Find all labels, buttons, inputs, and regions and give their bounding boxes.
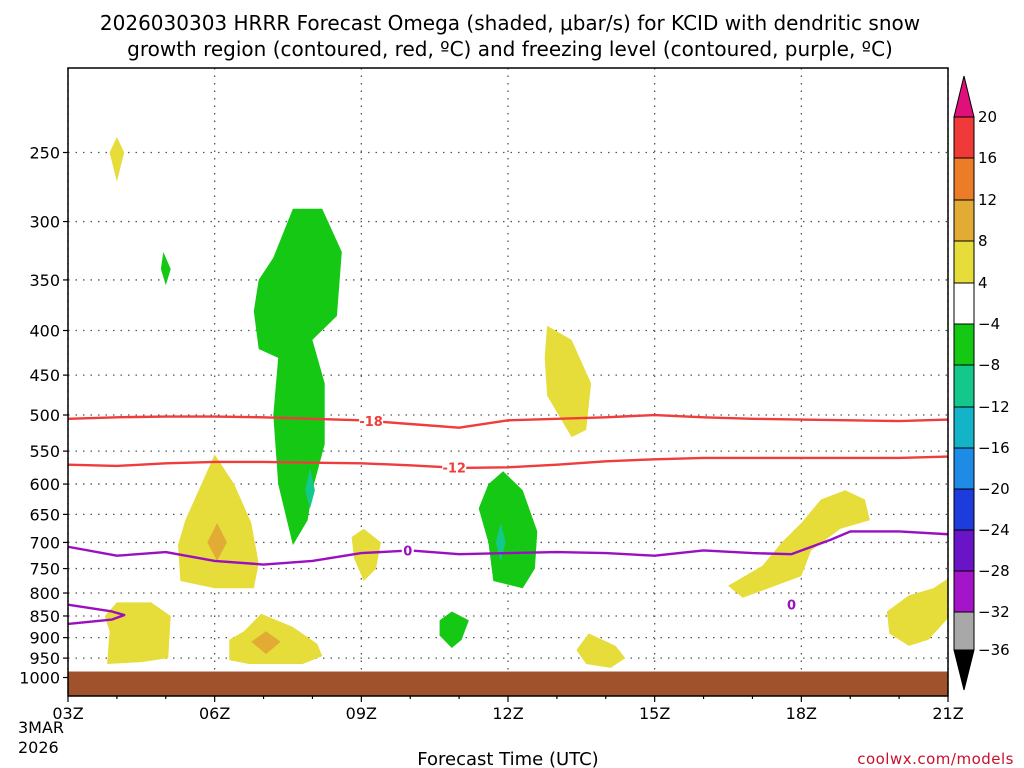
colorbar-swatch [953, 323, 975, 366]
dgz-temperature-contours: -18 -12 [67, 413, 949, 477]
time-tick-label: 15Z [639, 704, 670, 723]
colorbar-top-arrow [953, 75, 975, 118]
colorbar-level-label: −24 [978, 521, 1010, 539]
ground-below-surface [68, 671, 948, 696]
freezing-level-contour-line [67, 603, 126, 626]
colorbar-swatch [953, 406, 975, 449]
colorbar-level-label: 12 [978, 191, 997, 209]
pressure-tick-label: 250 [29, 144, 60, 163]
pressure-tick-label: 400 [29, 322, 60, 341]
pressure-tick-label: 800 [29, 584, 60, 603]
time-tick-label: 09Z [346, 704, 377, 723]
colorbar-level-label: −28 [978, 562, 1010, 580]
freezing-level-contours: 00 [67, 530, 949, 626]
time-tick-label: 12Z [492, 704, 523, 723]
x-axis-title: Forecast Time (UTC) [417, 749, 598, 768]
freezing-level-contour-label: 0 [403, 545, 412, 560]
freezing-level-contour-label-halo [401, 542, 414, 559]
omega-sinking-region [576, 633, 626, 668]
site-credit: coolwx.com/models [857, 750, 1014, 768]
omega-sinking-region [104, 602, 171, 664]
omega-sinking-region [351, 528, 381, 581]
omega-rising-region [160, 251, 171, 286]
time-axis: 03Z 06Z 09Z 12Z 15Z 18Z 21Z [52, 696, 964, 723]
pressure-tick-label: 350 [29, 271, 60, 290]
dgz-contour-line [67, 413, 949, 429]
freezing-level-contour-label: 0 [787, 599, 796, 614]
pressure-tick-label: 700 [29, 533, 60, 552]
dgz-contour-label: -12 [442, 462, 466, 477]
omega-sinking-region [178, 454, 259, 589]
pressure-tick-label: 600 [29, 475, 60, 494]
colorbar-level-label: −16 [978, 439, 1010, 457]
pressure-axis: 250 300 350 400 450 500 550 600 650 700 750 800 850 9… [19, 144, 68, 688]
colorbar-level-label: 20 [978, 108, 997, 126]
chart-title-line-2: growth region (contoured, red, ºC) and f… [127, 37, 893, 61]
start-year-label: 2026 [18, 738, 59, 757]
colorbar-level-label: −8 [978, 356, 1000, 374]
dgz-contour-label: -18 [359, 415, 383, 430]
pressure-tick-label: 1000 [19, 669, 60, 688]
pressure-tick-label: 450 [29, 366, 60, 385]
omega-rising-region [253, 208, 342, 546]
omega-sinking-region [251, 631, 281, 655]
omega-rising-region [478, 471, 538, 589]
omega-rising-region [439, 611, 469, 648]
freezing-level-contour-label-halo [785, 596, 798, 613]
colorbar-swatch [953, 488, 975, 531]
start-date-label: 3MAR [18, 718, 64, 737]
plot-area [68, 68, 948, 696]
colorbar-level-label: −36 [978, 641, 1010, 659]
freezing-level-contour-line [67, 530, 949, 566]
pressure-tick-label: 950 [29, 649, 60, 668]
colorbar-swatch [953, 157, 975, 201]
colorbar-swatch [953, 116, 975, 159]
omega-sinking-region [207, 523, 227, 561]
colorbar-swatch [953, 447, 975, 490]
colorbar-swatch [953, 199, 975, 242]
colorbar-level-label: 4 [978, 274, 988, 292]
omega-rising-region [305, 467, 315, 509]
pressure-tick-label: 900 [29, 629, 60, 648]
omega-sinking-region [886, 578, 948, 646]
omega-sinking-region [544, 325, 592, 438]
time-tick-label: 06Z [199, 704, 230, 723]
colorbar-level-label: 16 [978, 149, 997, 167]
dgz-contour-label-halo [359, 413, 384, 430]
pressure-tick-label: 550 [29, 442, 60, 461]
time-tick-label: 18Z [786, 704, 817, 723]
omega-shaded-regions [104, 137, 948, 668]
omega-colorbar: 20 16 12 8 4 −4 −8 −12 −16 −20 −24 −28 −32 −36 [953, 75, 1010, 691]
colorbar-swatch [953, 240, 975, 284]
omega-sinking-region [728, 490, 870, 598]
colorbar-bottom-arrow [953, 649, 975, 691]
pressure-tick-label: 300 [29, 213, 60, 232]
colorbar-swatch [953, 570, 975, 613]
omega-sinking-region [109, 137, 125, 182]
colorbar-swatch [953, 529, 975, 572]
pressure-tick-label: 750 [29, 560, 60, 579]
pressure-tick-label: 650 [29, 505, 60, 524]
chart-title-line-1: 2026030303 HRRR Forecast Omega (shaded, … [100, 11, 920, 35]
pressure-tick-label: 500 [29, 406, 60, 425]
dgz-contour-line [67, 455, 949, 470]
colorbar-swatch [953, 364, 975, 408]
colorbar-level-label: −32 [978, 603, 1010, 621]
colorbar-swatch [953, 282, 975, 325]
colorbar-swatch [953, 611, 975, 651]
omega-rising-region [495, 523, 506, 561]
colorbar-level-label: −4 [978, 315, 1000, 333]
dgz-contour-label-halo [442, 459, 467, 476]
colorbar-level-label: 8 [978, 232, 988, 250]
colorbar-level-label: −20 [978, 480, 1010, 498]
time-tick-label: 03Z [52, 704, 83, 723]
pressure-tick-label: 850 [29, 607, 60, 626]
colorbar-level-label: −12 [978, 398, 1010, 416]
time-tick-label: 21Z [932, 704, 963, 723]
